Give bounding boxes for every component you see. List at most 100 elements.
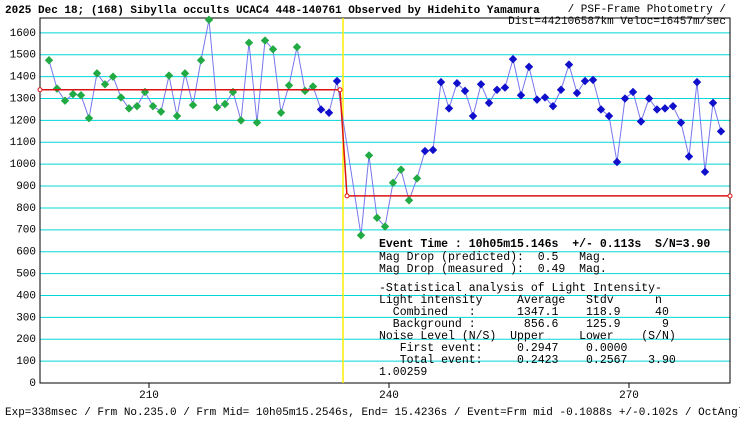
data-point (220, 99, 230, 109)
data-point (364, 151, 374, 160)
y-tick-label: 600 (16, 247, 36, 259)
data-point (148, 101, 158, 111)
y-tick-label: 1400 (10, 72, 36, 84)
data-point (548, 101, 558, 111)
data-point (268, 45, 278, 54)
data-point (516, 91, 526, 100)
y-tick-label: 1000 (10, 159, 36, 171)
data-point (236, 116, 246, 125)
data-point (708, 98, 718, 108)
stat-line: First event: 0.2947 0.0000 (379, 342, 628, 355)
data-point (596, 105, 606, 114)
stat-line: Mag Drop (measured ): 0.49 Mag. (379, 263, 607, 276)
data-point (204, 15, 214, 24)
x-tick-label: 270 (619, 390, 639, 402)
chart-subtitle: Dist=442106587km Veloc=16457m/sec (508, 16, 726, 28)
data-point (612, 157, 622, 167)
data-point (652, 105, 662, 114)
data-point (92, 69, 102, 78)
data-point (180, 69, 190, 78)
plot-frame (39, 17, 731, 384)
data-point (716, 127, 726, 136)
data-point (444, 104, 454, 113)
y-tick-label: 0 (29, 378, 36, 390)
y-tick-label: 800 (16, 203, 36, 215)
data-point (700, 167, 710, 177)
data-point (324, 108, 334, 117)
stat-line: Mag Drop (predicted): 0.5 Mag. (379, 251, 607, 264)
data-point (372, 213, 382, 222)
y-tick-label: 200 (16, 334, 36, 346)
data-point (604, 111, 614, 121)
data-point (556, 85, 566, 94)
data-point (540, 93, 550, 102)
data-point (76, 91, 86, 100)
data-point (244, 38, 254, 47)
data-point (252, 118, 262, 127)
data-point (484, 98, 494, 108)
y-tick-label: 1500 (10, 50, 36, 62)
data-point (132, 101, 142, 111)
model-point (727, 193, 733, 199)
data-point (692, 77, 702, 87)
y-tick-label: 1100 (10, 137, 36, 149)
data-point (492, 85, 502, 94)
stat-line: Combined : 1347.1 118.9 40 (379, 306, 669, 319)
data-point (388, 178, 398, 187)
data-point (212, 103, 222, 112)
data-point (228, 87, 238, 97)
data-point (260, 36, 270, 45)
data-point (676, 118, 686, 127)
data-point (476, 80, 486, 89)
data-point (644, 94, 654, 103)
data-point (60, 96, 70, 105)
data-point (660, 104, 670, 113)
data-point (628, 87, 638, 97)
stat-line: Noise Level (N/S) Upper Lower (S/N) (379, 330, 676, 343)
data-point (188, 100, 198, 110)
stat-line: Light intensity Average Stdv n (379, 294, 662, 307)
data-point (668, 101, 678, 111)
data-point (68, 89, 78, 99)
data-point (524, 62, 534, 72)
x-tick-label: 210 (139, 390, 159, 402)
y-tick-label: 1300 (10, 93, 36, 105)
stat-line: Total event: 0.2423 0.2567 3.90 (379, 354, 676, 367)
data-point (332, 76, 342, 86)
data-point (140, 87, 150, 97)
data-point (580, 76, 590, 86)
y-tick-label: 300 (16, 312, 36, 324)
data-point (420, 146, 430, 156)
chart-title: 2025 Dec 18; (168) Sibylla occults UCAC4… (5, 5, 540, 17)
model-point (344, 193, 350, 199)
data-point (164, 71, 174, 80)
data-point (276, 108, 286, 117)
data-point (500, 83, 510, 92)
data-point (588, 75, 598, 85)
stat-line: Background : 856.6 125.9 9 (379, 318, 669, 331)
data-point (508, 54, 518, 64)
x-tick-label: 240 (379, 390, 399, 402)
data-point (564, 60, 574, 69)
data-point (356, 231, 366, 240)
data-point (284, 81, 294, 90)
y-tick-label: 900 (16, 181, 36, 193)
data-point (636, 117, 646, 126)
y-tick-label: 700 (16, 225, 36, 237)
y-tick-label: 1200 (10, 115, 36, 127)
y-tick-label: 500 (16, 268, 36, 280)
data-point (412, 174, 422, 183)
y-tick-label: 400 (16, 290, 36, 302)
data-point (100, 80, 110, 89)
data-point (452, 79, 462, 88)
data-point (396, 165, 406, 174)
data-point (292, 42, 302, 52)
data-point (572, 88, 582, 98)
data-point (108, 72, 118, 81)
data-point (532, 95, 542, 104)
data-point (52, 84, 62, 93)
data-point (428, 145, 438, 155)
data-point (44, 56, 54, 65)
